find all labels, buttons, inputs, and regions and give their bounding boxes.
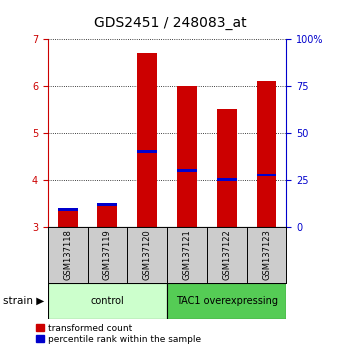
Legend: transformed count, percentile rank within the sample: transformed count, percentile rank withi… (35, 323, 202, 345)
Text: GSM137121: GSM137121 (182, 229, 192, 280)
Text: GSM137123: GSM137123 (262, 229, 271, 280)
Bar (137, 150, 157, 153)
Bar (256, 81, 277, 227)
Text: control: control (91, 296, 124, 306)
Bar (98, 205, 117, 227)
Bar (177, 86, 197, 227)
Bar (58, 208, 77, 211)
Bar (167, 283, 286, 319)
Bar (256, 173, 277, 176)
Text: GSM137120: GSM137120 (143, 229, 152, 280)
Text: TAC1 overexpressing: TAC1 overexpressing (176, 296, 278, 306)
Text: GSM137119: GSM137119 (103, 229, 112, 280)
Text: GDS2451 / 248083_at: GDS2451 / 248083_at (94, 16, 247, 30)
Bar (217, 178, 237, 181)
Bar (98, 203, 117, 206)
Text: GSM137118: GSM137118 (63, 229, 72, 280)
Bar (177, 169, 197, 172)
Bar (137, 53, 157, 227)
Bar (217, 109, 237, 227)
Text: GSM137122: GSM137122 (222, 229, 231, 280)
Bar (48, 283, 167, 319)
Text: strain ▶: strain ▶ (3, 296, 45, 306)
Bar (58, 210, 77, 227)
